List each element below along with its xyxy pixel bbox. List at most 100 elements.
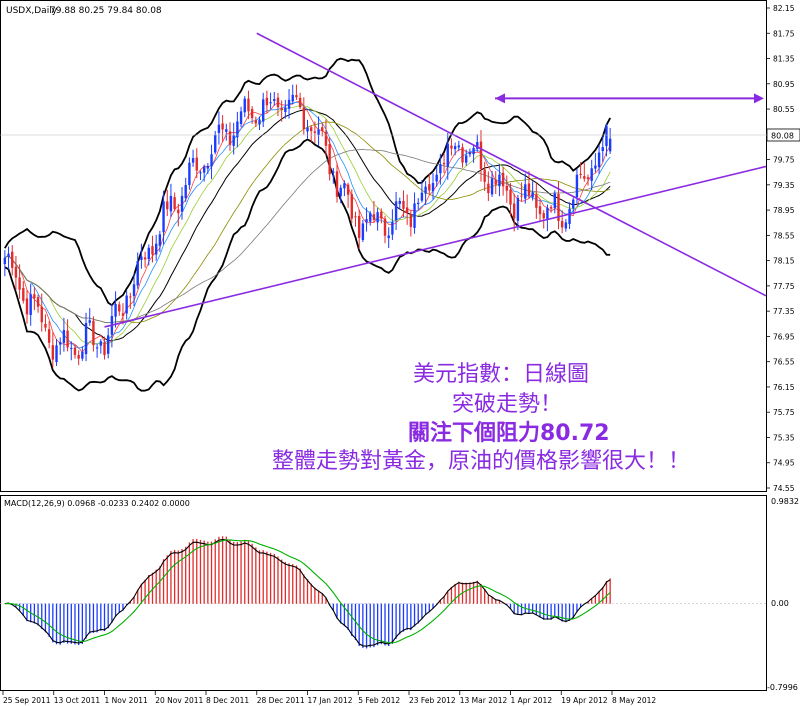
price-tick-label: 79.35 bbox=[773, 181, 795, 190]
trendlines bbox=[104, 32, 767, 328]
candle-body bbox=[47, 329, 51, 343]
candle-body bbox=[103, 342, 106, 356]
price-tick-label: 76.15 bbox=[773, 383, 795, 392]
time-tick-label: 28 Dec 2011 bbox=[257, 696, 305, 705]
macd-tick-bottom: -0.7996 bbox=[767, 683, 798, 692]
candle-body bbox=[118, 304, 121, 312]
candle-body bbox=[247, 98, 250, 112]
candle-body bbox=[250, 109, 254, 119]
current-price-label: 80.08 bbox=[771, 132, 794, 141]
candle-body bbox=[40, 306, 43, 323]
candle-body bbox=[431, 183, 435, 192]
macd-signal-line bbox=[4, 539, 611, 644]
candle-body bbox=[210, 154, 213, 167]
candle-body bbox=[44, 323, 47, 328]
candle-body bbox=[439, 164, 442, 174]
candle-body bbox=[291, 94, 294, 102]
candle-body bbox=[332, 171, 335, 173]
candle-body bbox=[350, 194, 353, 219]
candle-body bbox=[81, 351, 84, 359]
candle-body bbox=[420, 192, 424, 201]
price-tick-label: 74.95 bbox=[773, 459, 795, 468]
candle-body bbox=[298, 97, 302, 108]
candle-body bbox=[151, 246, 154, 255]
candle-body bbox=[202, 166, 206, 173]
candle-body bbox=[457, 145, 461, 148]
macd-line bbox=[4, 539, 611, 647]
candle-body bbox=[254, 120, 258, 124]
price-tick-label: 81.75 bbox=[773, 29, 795, 38]
candle-body bbox=[453, 146, 457, 150]
candle-body bbox=[70, 347, 73, 349]
candle-body bbox=[214, 134, 217, 153]
candle-body bbox=[472, 148, 475, 155]
symbol-label: USDX,Daily bbox=[6, 6, 58, 16]
candle-body bbox=[225, 129, 228, 132]
candle-body bbox=[236, 121, 239, 138]
price-tick-label: 75.35 bbox=[773, 433, 795, 442]
price-tick-label: 77.75 bbox=[773, 282, 795, 291]
candle-body bbox=[608, 138, 612, 152]
candle-body bbox=[417, 202, 420, 204]
candle-body bbox=[195, 157, 198, 171]
candle-body bbox=[243, 98, 246, 113]
candle-body bbox=[524, 184, 527, 199]
candle-body bbox=[605, 126, 608, 147]
candle-body bbox=[583, 176, 586, 179]
candle-body bbox=[553, 193, 556, 208]
candle-body bbox=[328, 144, 331, 175]
candle-body bbox=[177, 209, 180, 214]
candle-body bbox=[66, 330, 69, 348]
candle-body bbox=[387, 235, 390, 239]
candle-body bbox=[372, 214, 376, 221]
candle-body bbox=[22, 287, 25, 301]
time-tick-label: 23 Feb 2012 bbox=[409, 696, 456, 705]
candle-body bbox=[361, 223, 365, 240]
candle-body bbox=[184, 184, 187, 199]
candle-body bbox=[158, 234, 162, 246]
candle-body bbox=[468, 152, 472, 155]
price-tick-label: 76.55 bbox=[773, 358, 795, 367]
candle-body bbox=[538, 206, 542, 215]
macd-indicator bbox=[0, 536, 766, 649]
candle-body bbox=[188, 162, 191, 186]
price-tick-label: 78.55 bbox=[773, 231, 795, 240]
candle-body bbox=[173, 197, 176, 209]
candle-body bbox=[321, 127, 324, 132]
candle-body bbox=[572, 199, 575, 209]
time-tick-label: 17 Jan 2012 bbox=[308, 696, 353, 705]
candle-body bbox=[546, 207, 549, 221]
candle-body bbox=[114, 303, 117, 317]
candle-body bbox=[527, 183, 531, 196]
candle-body bbox=[594, 165, 597, 169]
candle-body bbox=[121, 313, 125, 316]
candle-body bbox=[217, 124, 221, 133]
candle-body bbox=[579, 173, 582, 175]
candle-body bbox=[380, 211, 383, 219]
candle-body bbox=[317, 129, 320, 135]
price-axis: 82.1581.7581.3580.9580.5580.1579.7579.35… bbox=[766, 4, 795, 493]
candle-body bbox=[512, 203, 516, 219]
candle-body bbox=[542, 213, 545, 219]
ohlc-readout: 79.88 80.25 79.84 80.08 bbox=[50, 6, 162, 16]
candle-body bbox=[346, 184, 350, 195]
candle-body bbox=[354, 216, 357, 218]
time-axis: 25 Sep 2011 13 Oct 2011 1 Nov 2011 20 Nov 2… bbox=[2, 691, 656, 705]
candle-body bbox=[154, 243, 158, 255]
candle-body bbox=[276, 97, 280, 108]
candle-body bbox=[284, 107, 287, 112]
candle-body bbox=[343, 183, 346, 189]
candle-body bbox=[306, 127, 309, 132]
candle-body bbox=[424, 186, 427, 194]
candle-body bbox=[99, 341, 103, 346]
candle-body bbox=[339, 187, 342, 197]
time-tick-label: 8 May 2012 bbox=[612, 696, 656, 705]
candle-body bbox=[313, 131, 317, 133]
candle-body bbox=[129, 296, 132, 298]
candle-body bbox=[166, 201, 169, 210]
candle-body bbox=[228, 131, 232, 145]
candle-body bbox=[77, 354, 80, 359]
candle-body bbox=[106, 335, 110, 354]
